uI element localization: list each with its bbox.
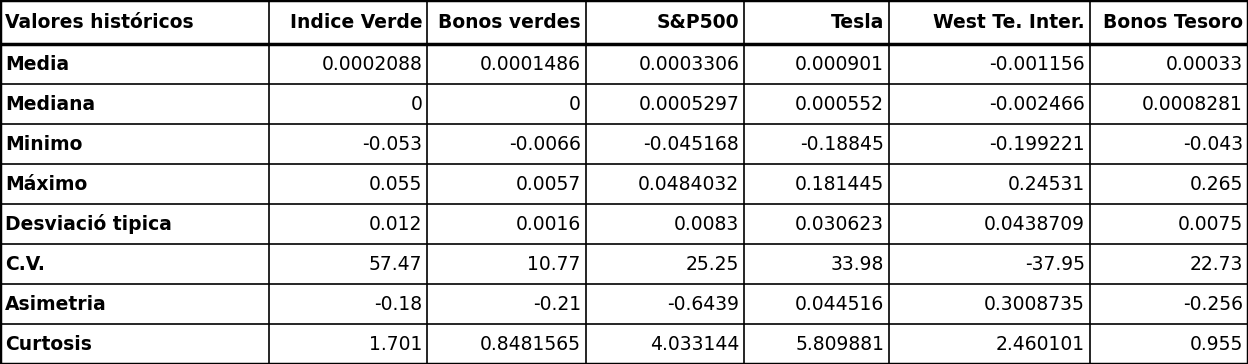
Text: 0.030623: 0.030623 [795, 215, 885, 234]
Text: 0.055: 0.055 [369, 175, 422, 194]
Text: 0: 0 [569, 95, 580, 114]
Text: -0.002466: -0.002466 [988, 95, 1085, 114]
Text: 57.47: 57.47 [369, 255, 422, 274]
Text: Desviació tipica: Desviació tipica [5, 214, 172, 234]
Text: 0.0484032: 0.0484032 [638, 175, 739, 194]
Text: 0.00033: 0.00033 [1166, 55, 1243, 74]
Text: -0.18: -0.18 [374, 294, 422, 313]
Text: Bonos verdes: Bonos verdes [438, 13, 580, 32]
Text: 0.0016: 0.0016 [515, 215, 580, 234]
Text: 1.701: 1.701 [369, 335, 422, 353]
Text: -0.0066: -0.0066 [509, 135, 580, 154]
Text: 0.265: 0.265 [1189, 175, 1243, 194]
Text: 0: 0 [411, 95, 422, 114]
Text: 0.0003306: 0.0003306 [638, 55, 739, 74]
Text: -0.6439: -0.6439 [668, 294, 739, 313]
Text: 0.0008281: 0.0008281 [1142, 95, 1243, 114]
Text: Bonos Tesoro: Bonos Tesoro [1103, 13, 1243, 32]
Text: -0.199221: -0.199221 [988, 135, 1085, 154]
Text: Minimo: Minimo [5, 135, 82, 154]
Text: 0.181445: 0.181445 [795, 175, 885, 194]
Text: -0.21: -0.21 [533, 294, 580, 313]
Text: C.V.: C.V. [5, 255, 45, 274]
Text: -0.043: -0.043 [1183, 135, 1243, 154]
Text: 0.000552: 0.000552 [795, 95, 885, 114]
Text: 33.98: 33.98 [831, 255, 885, 274]
Text: 2.460101: 2.460101 [996, 335, 1085, 353]
Text: -0.18845: -0.18845 [800, 135, 885, 154]
Text: S&P500: S&P500 [656, 13, 739, 32]
Text: 0.044516: 0.044516 [795, 294, 885, 313]
Text: 0.0083: 0.0083 [674, 215, 739, 234]
Text: 25.25: 25.25 [685, 255, 739, 274]
Text: 5.809881: 5.809881 [795, 335, 885, 353]
Text: 0.012: 0.012 [369, 215, 422, 234]
Text: 0.8481565: 0.8481565 [479, 335, 580, 353]
Text: 10.77: 10.77 [528, 255, 580, 274]
Text: -0.001156: -0.001156 [988, 55, 1085, 74]
Text: 0.24531: 0.24531 [1007, 175, 1085, 194]
Text: Tesla: Tesla [831, 13, 885, 32]
Text: -37.95: -37.95 [1025, 255, 1085, 274]
Text: -0.256: -0.256 [1183, 294, 1243, 313]
Text: 0.000901: 0.000901 [795, 55, 885, 74]
Text: Valores históricos: Valores históricos [5, 13, 193, 32]
Text: Indice Verde: Indice Verde [290, 13, 422, 32]
Text: 0.0002088: 0.0002088 [322, 55, 422, 74]
Text: 0.0438709: 0.0438709 [983, 215, 1085, 234]
Text: 0.955: 0.955 [1189, 335, 1243, 353]
Text: 4.033144: 4.033144 [650, 335, 739, 353]
Text: 22.73: 22.73 [1189, 255, 1243, 274]
Text: 0.3008735: 0.3008735 [983, 294, 1085, 313]
Text: 0.0005297: 0.0005297 [638, 95, 739, 114]
Text: West Te. Inter.: West Te. Inter. [934, 13, 1085, 32]
Text: -0.053: -0.053 [362, 135, 422, 154]
Text: Media: Media [5, 55, 69, 74]
Text: 0.0001486: 0.0001486 [479, 55, 580, 74]
Text: Asimetria: Asimetria [5, 294, 107, 313]
Text: 0.0057: 0.0057 [515, 175, 580, 194]
Text: -0.045168: -0.045168 [644, 135, 739, 154]
Text: Mediana: Mediana [5, 95, 95, 114]
Text: Curtosis: Curtosis [5, 335, 92, 353]
Text: Máximo: Máximo [5, 175, 87, 194]
Text: 0.0075: 0.0075 [1178, 215, 1243, 234]
